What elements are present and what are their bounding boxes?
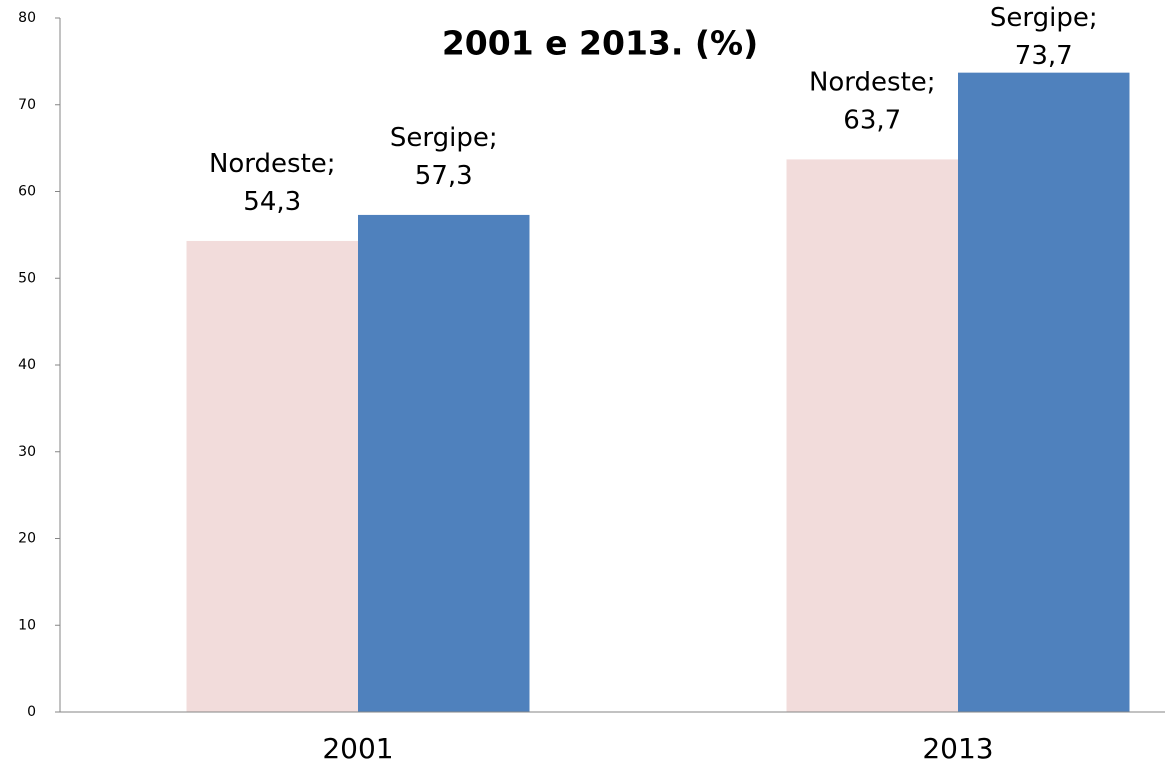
y-tick-label: 40 (18, 357, 36, 373)
y-tick-label: 30 (18, 444, 36, 460)
x-tick-label: 2001 (322, 732, 393, 765)
chart-title: 2001 e 2013. (%) (442, 24, 758, 63)
y-tick-label: 50 (18, 270, 36, 286)
y-tick-label: 80 (18, 10, 36, 26)
bar (186, 240, 358, 712)
bar (958, 72, 1130, 713)
data-label: Nordeste; 63,7 (809, 67, 936, 135)
y-tick-label: 70 (18, 97, 36, 113)
bar (358, 214, 530, 713)
y-tick-label: 20 (18, 531, 36, 547)
data-label: Sergipe; 57,3 (390, 122, 498, 190)
y-tick-label: 60 (18, 184, 36, 200)
x-tick-label: 2013 (922, 732, 993, 765)
y-tick-label: 10 (18, 617, 36, 633)
data-label: Sergipe; 73,7 (990, 3, 1098, 71)
bar (786, 159, 958, 713)
data-label: Nordeste; 54,3 (209, 148, 336, 216)
y-tick-label: 0 (27, 704, 36, 720)
